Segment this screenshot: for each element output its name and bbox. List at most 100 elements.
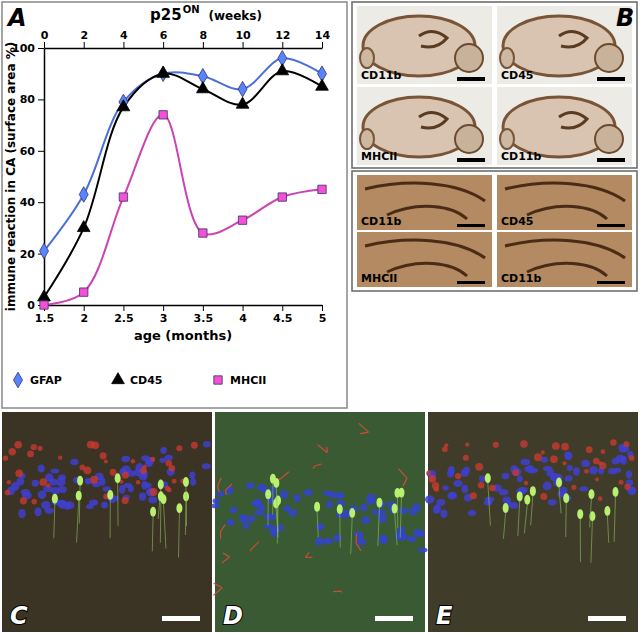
- stained-cell: [540, 493, 547, 500]
- stained-cell: [534, 453, 542, 461]
- dendrite: [400, 497, 401, 538]
- neuron: [485, 473, 491, 483]
- neuron: [314, 502, 320, 512]
- data-point: [199, 229, 207, 237]
- neuron: [115, 473, 121, 483]
- figure: Ap25ON(weeks)1.522.533.544.5502468101214…: [0, 0, 640, 633]
- tick-mark: [123, 305, 124, 311]
- scale-bar: [588, 616, 626, 621]
- nucleus: [190, 478, 196, 486]
- tick-label: 4: [239, 312, 247, 325]
- stained-cell: [104, 460, 108, 464]
- hippocampus: [559, 31, 587, 47]
- panel-b-lower-frame: [352, 171, 637, 291]
- nucleus: [101, 502, 108, 509]
- neuron: [503, 503, 509, 513]
- stained-cell: [110, 469, 117, 476]
- dendrite: [268, 498, 269, 525]
- tick-label: 40: [20, 196, 36, 209]
- nucleus: [216, 491, 224, 497]
- nucleus: [18, 509, 25, 518]
- legend-label: MHCII: [230, 374, 266, 387]
- data-point: [40, 301, 48, 309]
- stained-cell: [520, 440, 527, 447]
- nucleus: [360, 504, 367, 512]
- nucleus: [521, 459, 531, 465]
- nucleus: [86, 504, 94, 509]
- tick-mark: [243, 42, 244, 48]
- legend-label: CD45: [130, 374, 163, 387]
- tick-mark: [38, 99, 44, 100]
- cell-layer: [505, 183, 625, 201]
- nucleus: [354, 531, 364, 536]
- stained-cell: [624, 441, 630, 447]
- tick: 12: [275, 29, 290, 48]
- nucleus: [573, 467, 580, 475]
- nucleus: [270, 526, 276, 533]
- neuron: [176, 503, 182, 513]
- stained-cell: [624, 484, 630, 490]
- nucleus: [323, 538, 333, 544]
- tick-mark: [38, 202, 44, 203]
- neuron: [107, 490, 113, 500]
- image-background: [497, 87, 632, 165]
- data-point: [238, 216, 246, 224]
- panel-label: D: [223, 602, 243, 630]
- tick-mark: [282, 42, 283, 48]
- nucleus: [283, 505, 290, 512]
- neuron: [273, 478, 279, 488]
- stained-cell: [79, 465, 85, 471]
- data-point: [79, 187, 88, 203]
- scale-bar: [597, 158, 625, 162]
- image-background: [497, 175, 632, 230]
- astrocyte-process: [218, 478, 222, 492]
- astrocyte-process: [398, 469, 407, 486]
- dendrite: [397, 497, 398, 528]
- nucleus: [226, 486, 233, 495]
- stained-cell: [595, 477, 599, 481]
- data-point: [278, 193, 286, 201]
- stained-cell: [512, 469, 519, 476]
- nucleus: [51, 469, 60, 474]
- tick-label: 2.5: [114, 312, 134, 325]
- dendrite: [488, 482, 491, 525]
- stained-cell: [91, 441, 99, 449]
- nucleus: [379, 536, 388, 544]
- neuron: [273, 499, 279, 509]
- nucleus: [418, 548, 428, 553]
- stained-cell: [552, 442, 560, 450]
- title-group: p25ON(weeks): [150, 4, 262, 24]
- astrocyte-process: [356, 534, 361, 551]
- nucleus: [159, 458, 166, 463]
- stained-cell: [593, 458, 600, 465]
- nucleus: [581, 460, 590, 467]
- nucleus: [239, 514, 249, 523]
- panel-b-upper-frame: [352, 2, 637, 168]
- dendrite: [524, 504, 527, 534]
- nucleus: [139, 493, 146, 501]
- image-background: [357, 87, 492, 165]
- stained-cell: [463, 455, 469, 461]
- panel-label: C: [10, 602, 28, 630]
- stained-cell: [122, 472, 129, 479]
- stained-cell: [601, 449, 606, 454]
- stained-cell: [598, 496, 603, 501]
- stained-cell: [131, 459, 135, 463]
- image-background: [497, 232, 632, 287]
- tick-label: 0: [27, 299, 35, 312]
- tick-label: 60: [20, 145, 36, 158]
- series-line: [44, 115, 322, 305]
- nucleus: [564, 452, 572, 460]
- dendrite: [378, 507, 380, 546]
- stained-cell: [524, 481, 528, 485]
- micrograph: E: [425, 412, 638, 632]
- scale-bar: [597, 224, 625, 227]
- neuron: [337, 504, 343, 514]
- stained-cell: [46, 483, 50, 487]
- tick: 40: [20, 196, 44, 209]
- nucleus: [479, 475, 485, 481]
- tick-mark: [203, 42, 204, 48]
- scale-bar: [457, 224, 485, 227]
- dendrite: [607, 515, 608, 543]
- cerebellum: [595, 125, 623, 153]
